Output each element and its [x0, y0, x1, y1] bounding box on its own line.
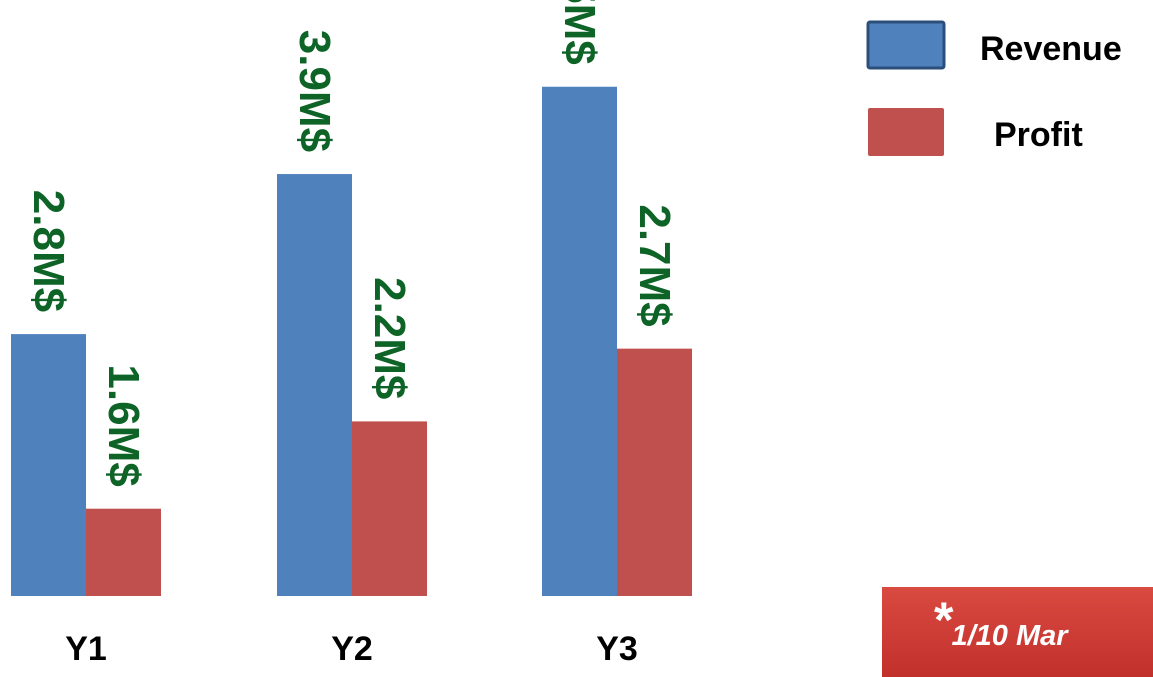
legend-swatch-profit	[868, 108, 944, 156]
bar-revenue-y2	[277, 174, 352, 597]
data-label-profit-y2: 2.2M$	[365, 277, 414, 399]
data-label-revenue-y1: 2.8M$	[24, 190, 73, 312]
note-asterisk: *	[932, 592, 952, 648]
x-axis-tick-labels: Y1 Y2 Y3	[65, 630, 638, 663]
bar-profit-y3	[617, 348, 692, 596]
bar-profit-y2	[352, 421, 427, 596]
data-labels-layer: 2.8M$ 1.6M$ 3.9M$ 2.2M$ 4.5M$ 2.7M$	[24, 0, 679, 487]
bar-revenue-y1	[11, 334, 86, 596]
legend-swatch-revenue	[866, 20, 946, 70]
x-tick-label-y3: Y3	[596, 630, 638, 663]
x-tick-label-y1: Y1	[65, 630, 107, 663]
note-text: 1/10 Mar	[951, 620, 1068, 652]
note-banner: *1/10 Mar	[882, 587, 1153, 677]
data-label-profit-y1: 1.6M$	[99, 364, 148, 486]
legend-label-revenue: Revenue	[980, 30, 1122, 68]
bars-layer	[11, 86, 692, 597]
legend-label-profit: Profit	[994, 116, 1083, 154]
bar-profit-y1	[86, 508, 161, 596]
data-label-revenue-y2: 3.9M$	[290, 30, 339, 152]
legend: Revenue Profit	[866, 20, 1122, 156]
bar-revenue-y3	[542, 86, 617, 596]
data-label-profit-y3: 2.7M$	[630, 204, 679, 326]
x-tick-label-y2: Y2	[331, 630, 373, 663]
data-label-revenue-y3: 4.5M$	[555, 0, 604, 65]
bar-chart: 2.8M$ 1.6M$ 3.9M$ 2.2M$ 4.5M$ 2.7M$ Y1 Y2 Y3 Re…	[11, 0, 1122, 663]
